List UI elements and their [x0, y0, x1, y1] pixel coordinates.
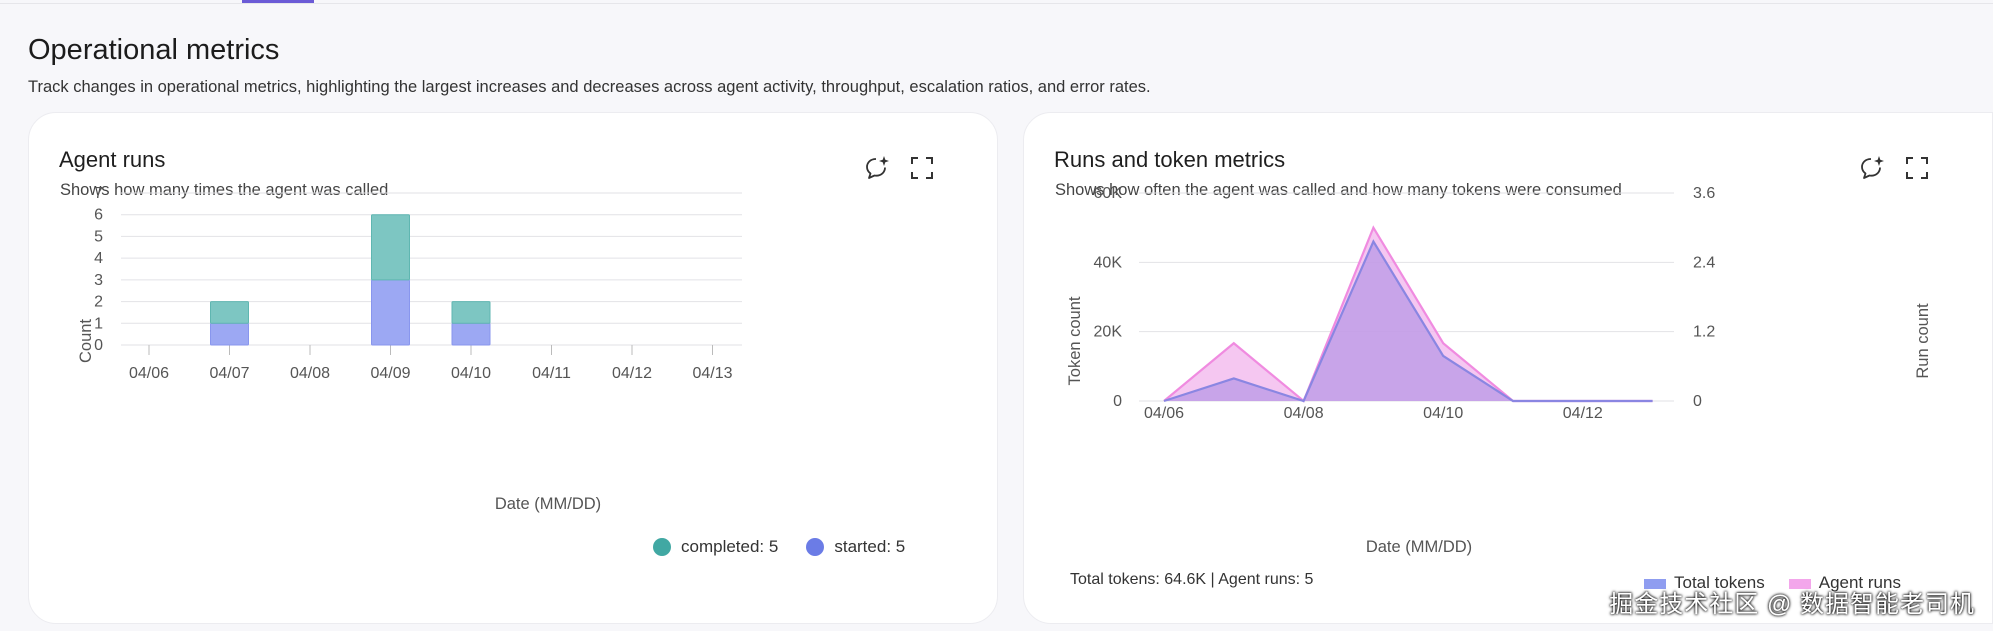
x-tick-label: 04/11: [532, 365, 571, 382]
bar-started: [451, 322, 491, 346]
x-tick-label: 04/06: [129, 365, 169, 382]
left-y-tick-label: 60K: [1094, 185, 1123, 202]
active-tab-indicator: [242, 0, 314, 3]
runs-and-tokens-card: Runs and token metrics Shows how often t…: [1023, 112, 1993, 624]
legend-swatch: [1788, 578, 1811, 589]
fullscreen-icon[interactable]: [1900, 151, 1934, 185]
legend-swatch: [1644, 578, 1666, 589]
x-tick-label: 04/12: [1563, 405, 1603, 422]
x-tick-label: 04/09: [370, 365, 410, 382]
y-tick-label: 0: [94, 337, 103, 354]
y-tick-label: 4: [94, 250, 103, 267]
bar-completed: [371, 214, 410, 281]
card-subtitle: Shows how many times the agent was calle…: [60, 181, 389, 199]
left-y-tick-label: 40K: [1094, 254, 1123, 271]
x-axis-title: Date (MM/DD): [1366, 538, 1472, 556]
x-tick-label: 04/08: [290, 365, 330, 382]
runs-tokens-chart: Token count Run count Date (MM/DD) 0 20K 4…: [1066, 185, 1932, 556]
legend-item-completed[interactable]: completed: 5: [653, 537, 778, 557]
right-y-axis-title: Run count: [1914, 303, 1932, 379]
y-tick-label: 7: [94, 185, 103, 202]
x-tick-label: 04/06: [1144, 405, 1184, 422]
card-subtitle: Shows how often the agent was called and…: [1055, 181, 1622, 199]
y-tick-label: 6: [94, 207, 103, 224]
x-tick-label: 04/12: [612, 365, 652, 382]
card-title: Agent runs: [59, 147, 166, 172]
totals-summary: Total tokens: 64.6K | Agent runs: 5: [1070, 571, 1314, 588]
area-total-tokens: [1164, 241, 1653, 401]
line-total-tokens: [1163, 239, 1653, 403]
legend-item-started[interactable]: started: 5: [806, 537, 905, 557]
bar-completed: [451, 301, 491, 324]
bar-completed: [210, 301, 249, 324]
y-tick-label: 2: [94, 294, 103, 311]
right-y-tick-label: 1.2: [1693, 324, 1715, 341]
legend-label: Total tokens: [1674, 573, 1765, 592]
x-axis-title: Date (MM/DD): [495, 495, 601, 513]
legend-item-total-tokens[interactable]: Total tokens: [1644, 573, 1765, 593]
chart-legend: completed: 5 started: 5: [653, 537, 905, 557]
right-y-tick-label: 2.4: [1693, 254, 1715, 271]
y-tick-label: 5: [94, 228, 103, 245]
card-title: Runs and token metrics: [1054, 147, 1286, 172]
legend-label: completed: 5: [681, 537, 779, 556]
ai-chat-sparkle-icon[interactable]: [861, 151, 895, 185]
bar-started: [371, 279, 410, 346]
x-tick-label: 04/10: [451, 365, 491, 382]
left-y-tick-label: 20K: [1094, 324, 1123, 341]
x-tick-label: 04/08: [1284, 405, 1324, 422]
legend-dot: [806, 538, 825, 556]
bar-started: [210, 322, 249, 346]
agent-runs-chart: Count Date (MM/DD) 0 1 2 3 4 5 6 7 04/06 04/07 04/…: [77, 185, 742, 513]
section-title: Operational metrics: [28, 34, 280, 66]
x-tick-label: 04/10: [1423, 405, 1463, 422]
y-tick-label: 3: [94, 272, 103, 289]
legend-label: Agent runs: [1818, 573, 1901, 592]
left-y-axis-title: Token count: [1066, 296, 1084, 385]
right-y-tick-label: 0: [1693, 393, 1702, 410]
ai-chat-sparkle-icon[interactable]: [1856, 151, 1890, 185]
legend-label: started: 5: [834, 537, 906, 556]
right-y-tick-label: 3.6: [1693, 185, 1715, 202]
fullscreen-icon[interactable]: [905, 151, 939, 185]
y-tick-label: 1: [94, 315, 103, 332]
left-y-tick-label: 0: [1113, 393, 1122, 410]
x-tick-label: 04/07: [209, 365, 249, 382]
agent-runs-card: Agent runs Shows how many times the agen…: [28, 112, 998, 624]
x-tick-label: 04/13: [692, 365, 732, 382]
top-divider: [0, 0, 1993, 4]
legend-dot: [653, 538, 671, 556]
chart-legend: Total tokens Agent runs: [1644, 573, 1901, 593]
legend-item-agent-runs[interactable]: Agent runs: [1788, 573, 1901, 593]
watermark: 掘金技术社区 @ 数据智能老司机: [1609, 591, 1975, 618]
section-subtitle: Track changes in operational metrics, hi…: [28, 78, 1151, 96]
y-axis-title: Count: [77, 319, 95, 363]
